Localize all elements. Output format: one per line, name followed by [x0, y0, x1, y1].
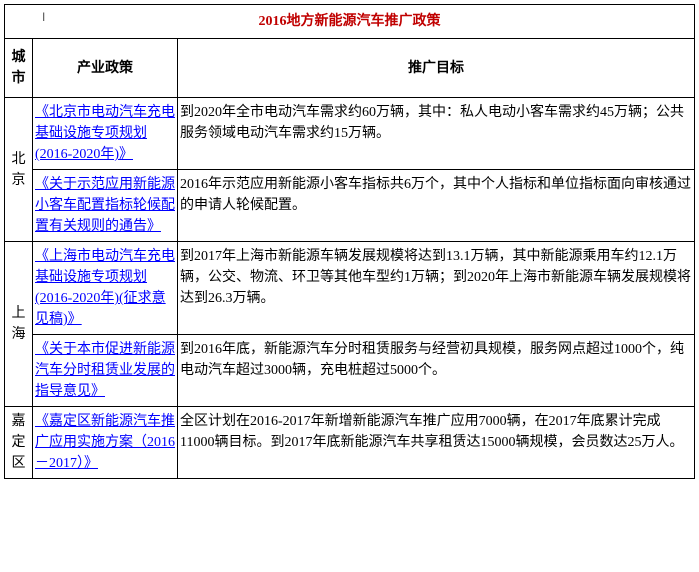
- target-cell: 到2020年全市电动汽车需求约60万辆，其中：私人电动小客车需求约45万辆；公共…: [178, 98, 695, 170]
- target-cell: 到2016年底，新能源汽车分时租赁服务与经营初具规模，服务网点超过1000个，纯…: [178, 335, 695, 407]
- policy-cell: 《北京市电动汽车充电基础设施专项规划(2016-2020年)》: [33, 98, 178, 170]
- city-cell: 北京: [5, 98, 33, 242]
- header-target: 推广目标: [178, 39, 695, 98]
- header-row: 城市 产业政策 推广目标: [5, 39, 695, 98]
- policy-cell: 《上海市电动汽车充电基础设施专项规划(2016-2020年)(征求意见稿)》: [33, 242, 178, 335]
- policy-link[interactable]: 《关于示范应用新能源小客车配置指标轮候配置有关规则的通告》: [35, 177, 175, 234]
- policy-link[interactable]: 《嘉定区新能源汽车推广应用实施方案（2016－2017）》: [35, 414, 175, 471]
- header-policy: 产业政策: [33, 39, 178, 98]
- policy-link[interactable]: 《关于本市促进新能源汽车分时租赁业发展的指导意见》: [35, 342, 175, 399]
- text-cursor-icon: I: [42, 10, 45, 24]
- city-cell: 嘉定区: [5, 407, 33, 479]
- document-wrapper: I 2016地方新能源汽车推广政策 城市 产业政策 推广目标 北京《北京市电动汽…: [4, 4, 695, 479]
- policy-table: 2016地方新能源汽车推广政策 城市 产业政策 推广目标 北京《北京市电动汽车充…: [4, 4, 695, 479]
- city-cell: 上海: [5, 242, 33, 407]
- target-cell: 全区计划在2016-2017年新增新能源汽车推广应用7000辆，在2017年底累…: [178, 407, 695, 479]
- table-body: 北京《北京市电动汽车充电基础设施专项规划(2016-2020年)》到2020年全…: [5, 98, 695, 479]
- table-row: 嘉定区《嘉定区新能源汽车推广应用实施方案（2016－2017）》全区计划在201…: [5, 407, 695, 479]
- table-row: 《关于本市促进新能源汽车分时租赁业发展的指导意见》到2016年底，新能源汽车分时…: [5, 335, 695, 407]
- policy-cell: 《嘉定区新能源汽车推广应用实施方案（2016－2017）》: [33, 407, 178, 479]
- title-row: 2016地方新能源汽车推广政策: [5, 5, 695, 39]
- policy-link[interactable]: 《上海市电动汽车充电基础设施专项规划(2016-2020年)(征求意见稿)》: [35, 249, 175, 327]
- policy-cell: 《关于本市促进新能源汽车分时租赁业发展的指导意见》: [33, 335, 178, 407]
- policy-link[interactable]: 《北京市电动汽车充电基础设施专项规划(2016-2020年)》: [35, 105, 175, 162]
- policy-cell: 《关于示范应用新能源小客车配置指标轮候配置有关规则的通告》: [33, 170, 178, 242]
- table-row: 北京《北京市电动汽车充电基础设施专项规划(2016-2020年)》到2020年全…: [5, 98, 695, 170]
- table-title: 2016地方新能源汽车推广政策: [5, 5, 695, 39]
- header-city: 城市: [5, 39, 33, 98]
- table-row: 《关于示范应用新能源小客车配置指标轮候配置有关规则的通告》2016年示范应用新能…: [5, 170, 695, 242]
- target-cell: 到2017年上海市新能源车辆发展规模将达到13.1万辆，其中新能源乘用车约12.…: [178, 242, 695, 335]
- target-cell: 2016年示范应用新能源小客车指标共6万个，其中个人指标和单位指标面向审核通过的…: [178, 170, 695, 242]
- table-row: 上海《上海市电动汽车充电基础设施专项规划(2016-2020年)(征求意见稿)》…: [5, 242, 695, 335]
